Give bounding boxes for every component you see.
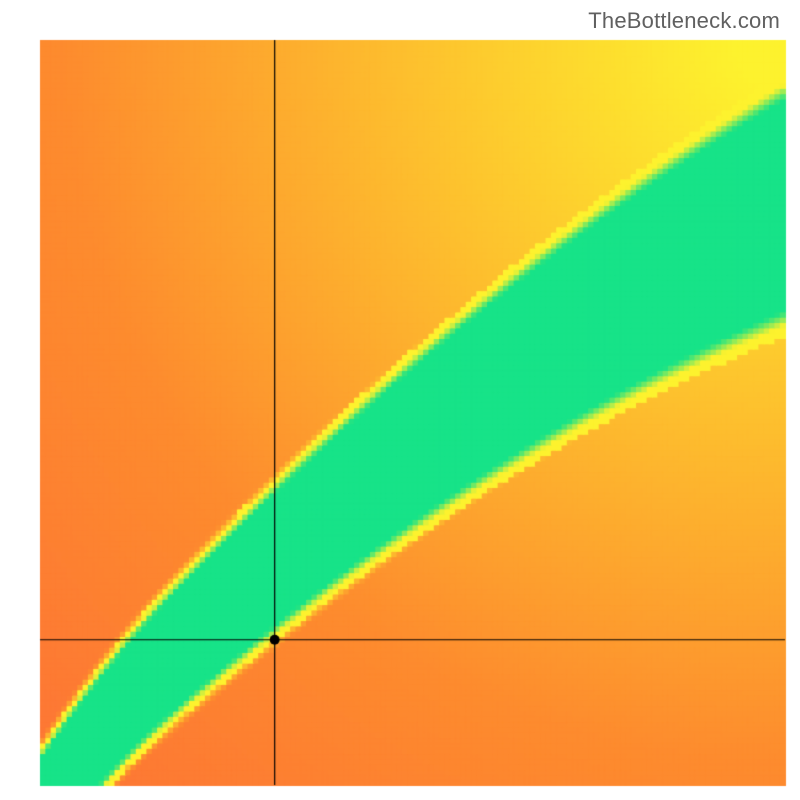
watermark-text: TheBottleneck.com	[588, 8, 780, 34]
chart-container: TheBottleneck.com	[0, 0, 800, 800]
heatmap-canvas	[0, 0, 800, 800]
